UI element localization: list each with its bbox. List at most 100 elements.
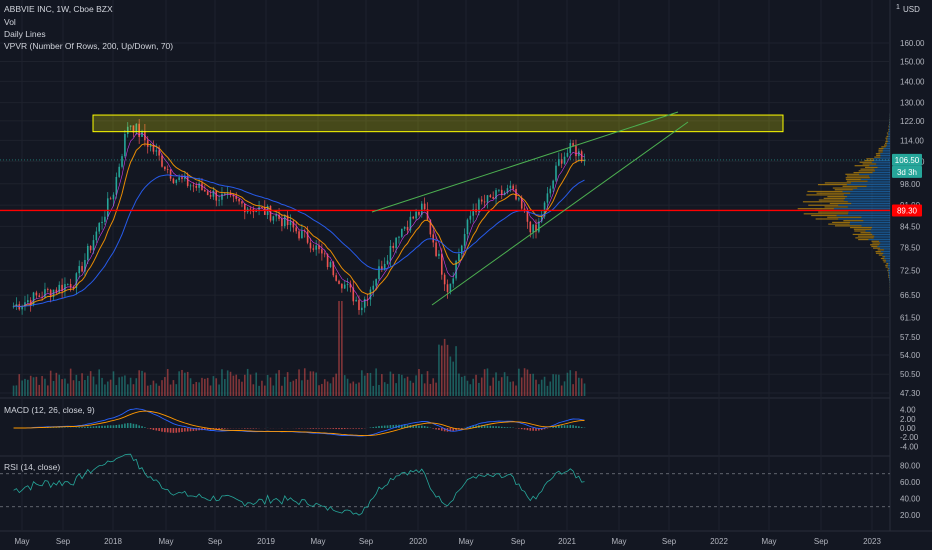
macd-legend[interactable]: MACD (12, 26, close, 9) bbox=[4, 405, 95, 415]
rsi-tick-label: 80.00 bbox=[900, 462, 921, 471]
candle-body bbox=[49, 289, 52, 297]
vpvr-up-row bbox=[866, 185, 890, 187]
volume-bar bbox=[512, 381, 514, 396]
vpvr-down-row bbox=[832, 187, 858, 189]
vpvr-up-row bbox=[879, 244, 890, 246]
time-axis[interactable]: May Sep 2018 May Sep 2019 May Sep 2020 May Sep 2021… bbox=[14, 537, 881, 546]
vpvr-down-row bbox=[797, 208, 834, 210]
vpvr-down-row bbox=[886, 263, 889, 265]
volume-bar bbox=[235, 374, 238, 396]
candle-body bbox=[460, 245, 463, 254]
volume-bar bbox=[158, 385, 160, 396]
rsi-line bbox=[13, 453, 585, 516]
volume-bar bbox=[566, 372, 569, 396]
volume-bar bbox=[446, 344, 449, 396]
vpvr-down-row bbox=[888, 273, 889, 275]
vpvr-down-row bbox=[845, 178, 861, 181]
vpvr-up-row bbox=[880, 251, 890, 253]
candle-body bbox=[558, 159, 560, 166]
vpvr-up-row bbox=[869, 165, 890, 167]
vpvr-down-row bbox=[866, 158, 874, 160]
currency-label[interactable]: USD bbox=[903, 5, 920, 14]
candle-body bbox=[312, 248, 315, 250]
price-axis[interactable]: 160.00150.00140.00130.00122.00114.00106.… bbox=[900, 39, 925, 520]
vpvr-legend[interactable]: VPVR (Number Of Rows, 200, Up/Down, 70) bbox=[4, 41, 174, 51]
rsi-tick-label: 60.00 bbox=[900, 478, 921, 487]
candle-body bbox=[275, 214, 278, 217]
volume-bar bbox=[469, 384, 472, 396]
volume-bar bbox=[152, 380, 155, 396]
vpvr-down-row bbox=[878, 149, 883, 151]
macd-histogram-bar bbox=[480, 425, 483, 428]
vpvr-up-row bbox=[869, 175, 890, 177]
volume-bar bbox=[35, 376, 38, 396]
candle-body bbox=[78, 266, 81, 274]
vpvr-up-row bbox=[867, 180, 890, 182]
vpvr-down-row bbox=[873, 247, 881, 249]
macd-histogram-bar bbox=[395, 424, 397, 428]
moving-averages bbox=[13, 132, 585, 308]
macd-histogram-bar bbox=[315, 428, 317, 429]
volume-bar bbox=[104, 384, 106, 396]
drawings[interactable] bbox=[0, 111, 890, 306]
price-tick-label: 47.30 bbox=[900, 389, 921, 398]
volume-bar bbox=[155, 383, 158, 396]
vol-legend[interactable]: Vol bbox=[4, 17, 16, 27]
macd-tick-label: 0.00 bbox=[900, 424, 916, 433]
candle-body bbox=[303, 230, 306, 232]
vpvr-up-row bbox=[859, 173, 890, 175]
volume-bar bbox=[138, 370, 140, 396]
rsi-pane bbox=[0, 453, 890, 516]
rsi-legend[interactable]: RSI (14, close) bbox=[4, 462, 61, 472]
candle-body bbox=[421, 203, 423, 215]
candle-body bbox=[580, 151, 583, 162]
candle-body bbox=[466, 219, 469, 235]
macd-histogram-bar bbox=[121, 424, 123, 428]
volume-bar bbox=[38, 384, 41, 396]
volume-bar bbox=[381, 374, 383, 396]
candle-body bbox=[512, 185, 514, 190]
last-price-badge-bg bbox=[892, 153, 922, 166]
price-candles[interactable] bbox=[12, 119, 586, 316]
volume-bar bbox=[318, 385, 320, 396]
chart-title[interactable]: ABBVIE INC, 1W, Cboe BZX bbox=[4, 4, 113, 14]
candle-body bbox=[104, 216, 106, 222]
candle-body bbox=[178, 177, 180, 180]
vpvr-up-row bbox=[861, 216, 890, 218]
candle-body bbox=[386, 260, 389, 264]
volume-bar bbox=[69, 368, 72, 396]
volume-bar bbox=[549, 381, 552, 396]
price-tick-label: 150.00 bbox=[900, 58, 925, 67]
candle-body bbox=[89, 246, 92, 251]
vpvr-up-row bbox=[880, 242, 890, 244]
candle-body bbox=[472, 209, 474, 216]
macd-histogram-bar bbox=[221, 428, 223, 430]
candle-body bbox=[398, 236, 400, 238]
candle-body bbox=[289, 221, 292, 226]
volume-bar bbox=[572, 384, 574, 396]
macd-histogram-bar bbox=[443, 428, 446, 432]
macd-histogram-bar bbox=[335, 428, 337, 430]
macd-histogram-bar bbox=[252, 428, 255, 429]
vpvr-down-row bbox=[883, 261, 886, 263]
candle-body bbox=[332, 262, 335, 276]
macd-histogram-bar bbox=[523, 428, 526, 430]
volume-bar bbox=[526, 369, 529, 396]
macd-histogram-bar bbox=[164, 428, 166, 433]
candle-body bbox=[38, 295, 41, 297]
daily-lines-legend[interactable]: Daily Lines bbox=[4, 29, 46, 39]
candle-body bbox=[152, 145, 155, 152]
vpvr-down-row bbox=[875, 251, 881, 253]
candle-body bbox=[169, 169, 172, 179]
volume-bar bbox=[266, 375, 269, 396]
vpvr-down-row bbox=[887, 134, 889, 136]
volume-bar bbox=[169, 384, 172, 396]
vpvr-up-row bbox=[880, 247, 890, 249]
vpvr-down-row bbox=[885, 264, 888, 266]
candle-body bbox=[483, 201, 486, 203]
macd-histogram-bar bbox=[129, 423, 132, 428]
candle-body bbox=[12, 306, 15, 308]
candle-body bbox=[469, 215, 472, 220]
volume-bar bbox=[443, 338, 446, 396]
